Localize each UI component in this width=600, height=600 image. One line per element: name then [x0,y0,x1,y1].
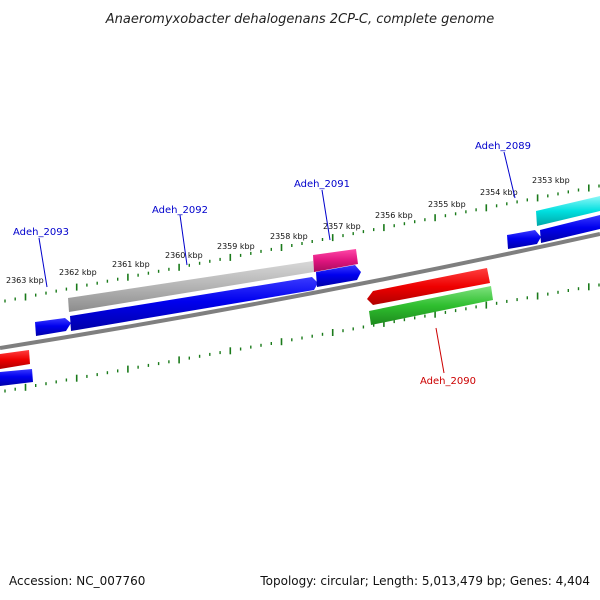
leader-adeh-2092 [179,214,188,266]
ruler-label-2360: 2360 kbp [165,251,203,260]
ruler-ticks-bottom [4,283,600,393]
ruler-label-2362: 2362 kbp [59,268,97,277]
accession-label: Accession: NC_007760 [9,574,146,588]
ruler-label-2361: 2361 kbp [112,260,150,269]
ruler-label-2358: 2358 kbp [270,232,308,241]
gene-label-adeh-2091[interactable]: Adeh_2091 [294,179,350,190]
leader-adeh-2091 [321,189,331,241]
cyan-feature[interactable] [536,196,600,226]
forward-gene-2[interactable] [70,277,318,331]
forward-gene-1[interactable] [35,318,71,336]
gene-label-adeh-2090[interactable]: Adeh_2090 [420,376,476,387]
green-feature[interactable] [369,286,493,325]
forward-gene-5[interactable] [540,215,600,243]
red-feature-left[interactable] [0,350,30,369]
leader-adeh-2093 [38,237,48,288]
ruler-labels: 2363 kbp 2362 kbp 2361 kbp 2360 kbp 2359… [6,176,570,285]
gray-feature[interactable] [68,261,314,312]
forward-gene-4[interactable] [507,230,541,249]
genome-backbone [0,232,600,350]
ruler-label-2356: 2356 kbp [375,211,413,220]
leader-adeh-2090 [435,327,445,374]
map-title: Anaeromyxobacter dehalogenans 2CP-C, com… [105,12,494,27]
reverse-strand-features [0,268,493,369]
forward-gene-3[interactable] [316,265,361,287]
ruler-label-2359: 2359 kbp [217,242,255,251]
gene-label-leaders [38,151,516,374]
leader-adeh-2089 [503,151,516,199]
gene-labels: Adeh_2093 Adeh_2092 Adeh_2091 Adeh_2089 … [13,141,531,387]
reverse-gene-red[interactable] [367,268,490,305]
forward-strand-features [0,196,600,386]
gene-label-adeh-2092[interactable]: Adeh_2092 [152,205,208,216]
genome-summary: Topology: circular; Length: 5,013,479 bp… [260,574,590,588]
ruler-label-2355: 2355 kbp [428,200,466,209]
ruler-ticks-top [4,184,600,303]
ruler-label-2354: 2354 kbp [480,188,518,197]
ruler-label-2363: 2363 kbp [6,276,44,285]
gene-label-adeh-2093[interactable]: Adeh_2093 [13,227,69,238]
ruler-label-2357: 2357 kbp [323,222,361,231]
magenta-feature[interactable] [313,249,358,272]
gene-label-adeh-2089[interactable]: Adeh_2089 [475,141,531,152]
forward-gene-6[interactable] [0,369,33,386]
ruler-label-2353: 2353 kbp [532,176,570,185]
